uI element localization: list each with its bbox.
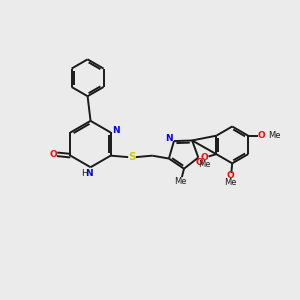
Text: H: H [81,169,87,178]
Text: Me: Me [268,131,281,140]
Text: N: N [165,134,172,143]
Text: O: O [200,153,208,162]
Text: N: N [112,127,120,136]
Text: Me: Me [174,177,187,186]
Text: S: S [128,152,136,162]
Text: N: N [85,169,93,178]
Text: Me: Me [224,178,237,187]
Text: Me: Me [198,160,211,169]
Text: O: O [258,131,266,140]
Text: O: O [50,150,57,159]
Text: O: O [196,158,204,167]
Text: O: O [227,171,235,180]
